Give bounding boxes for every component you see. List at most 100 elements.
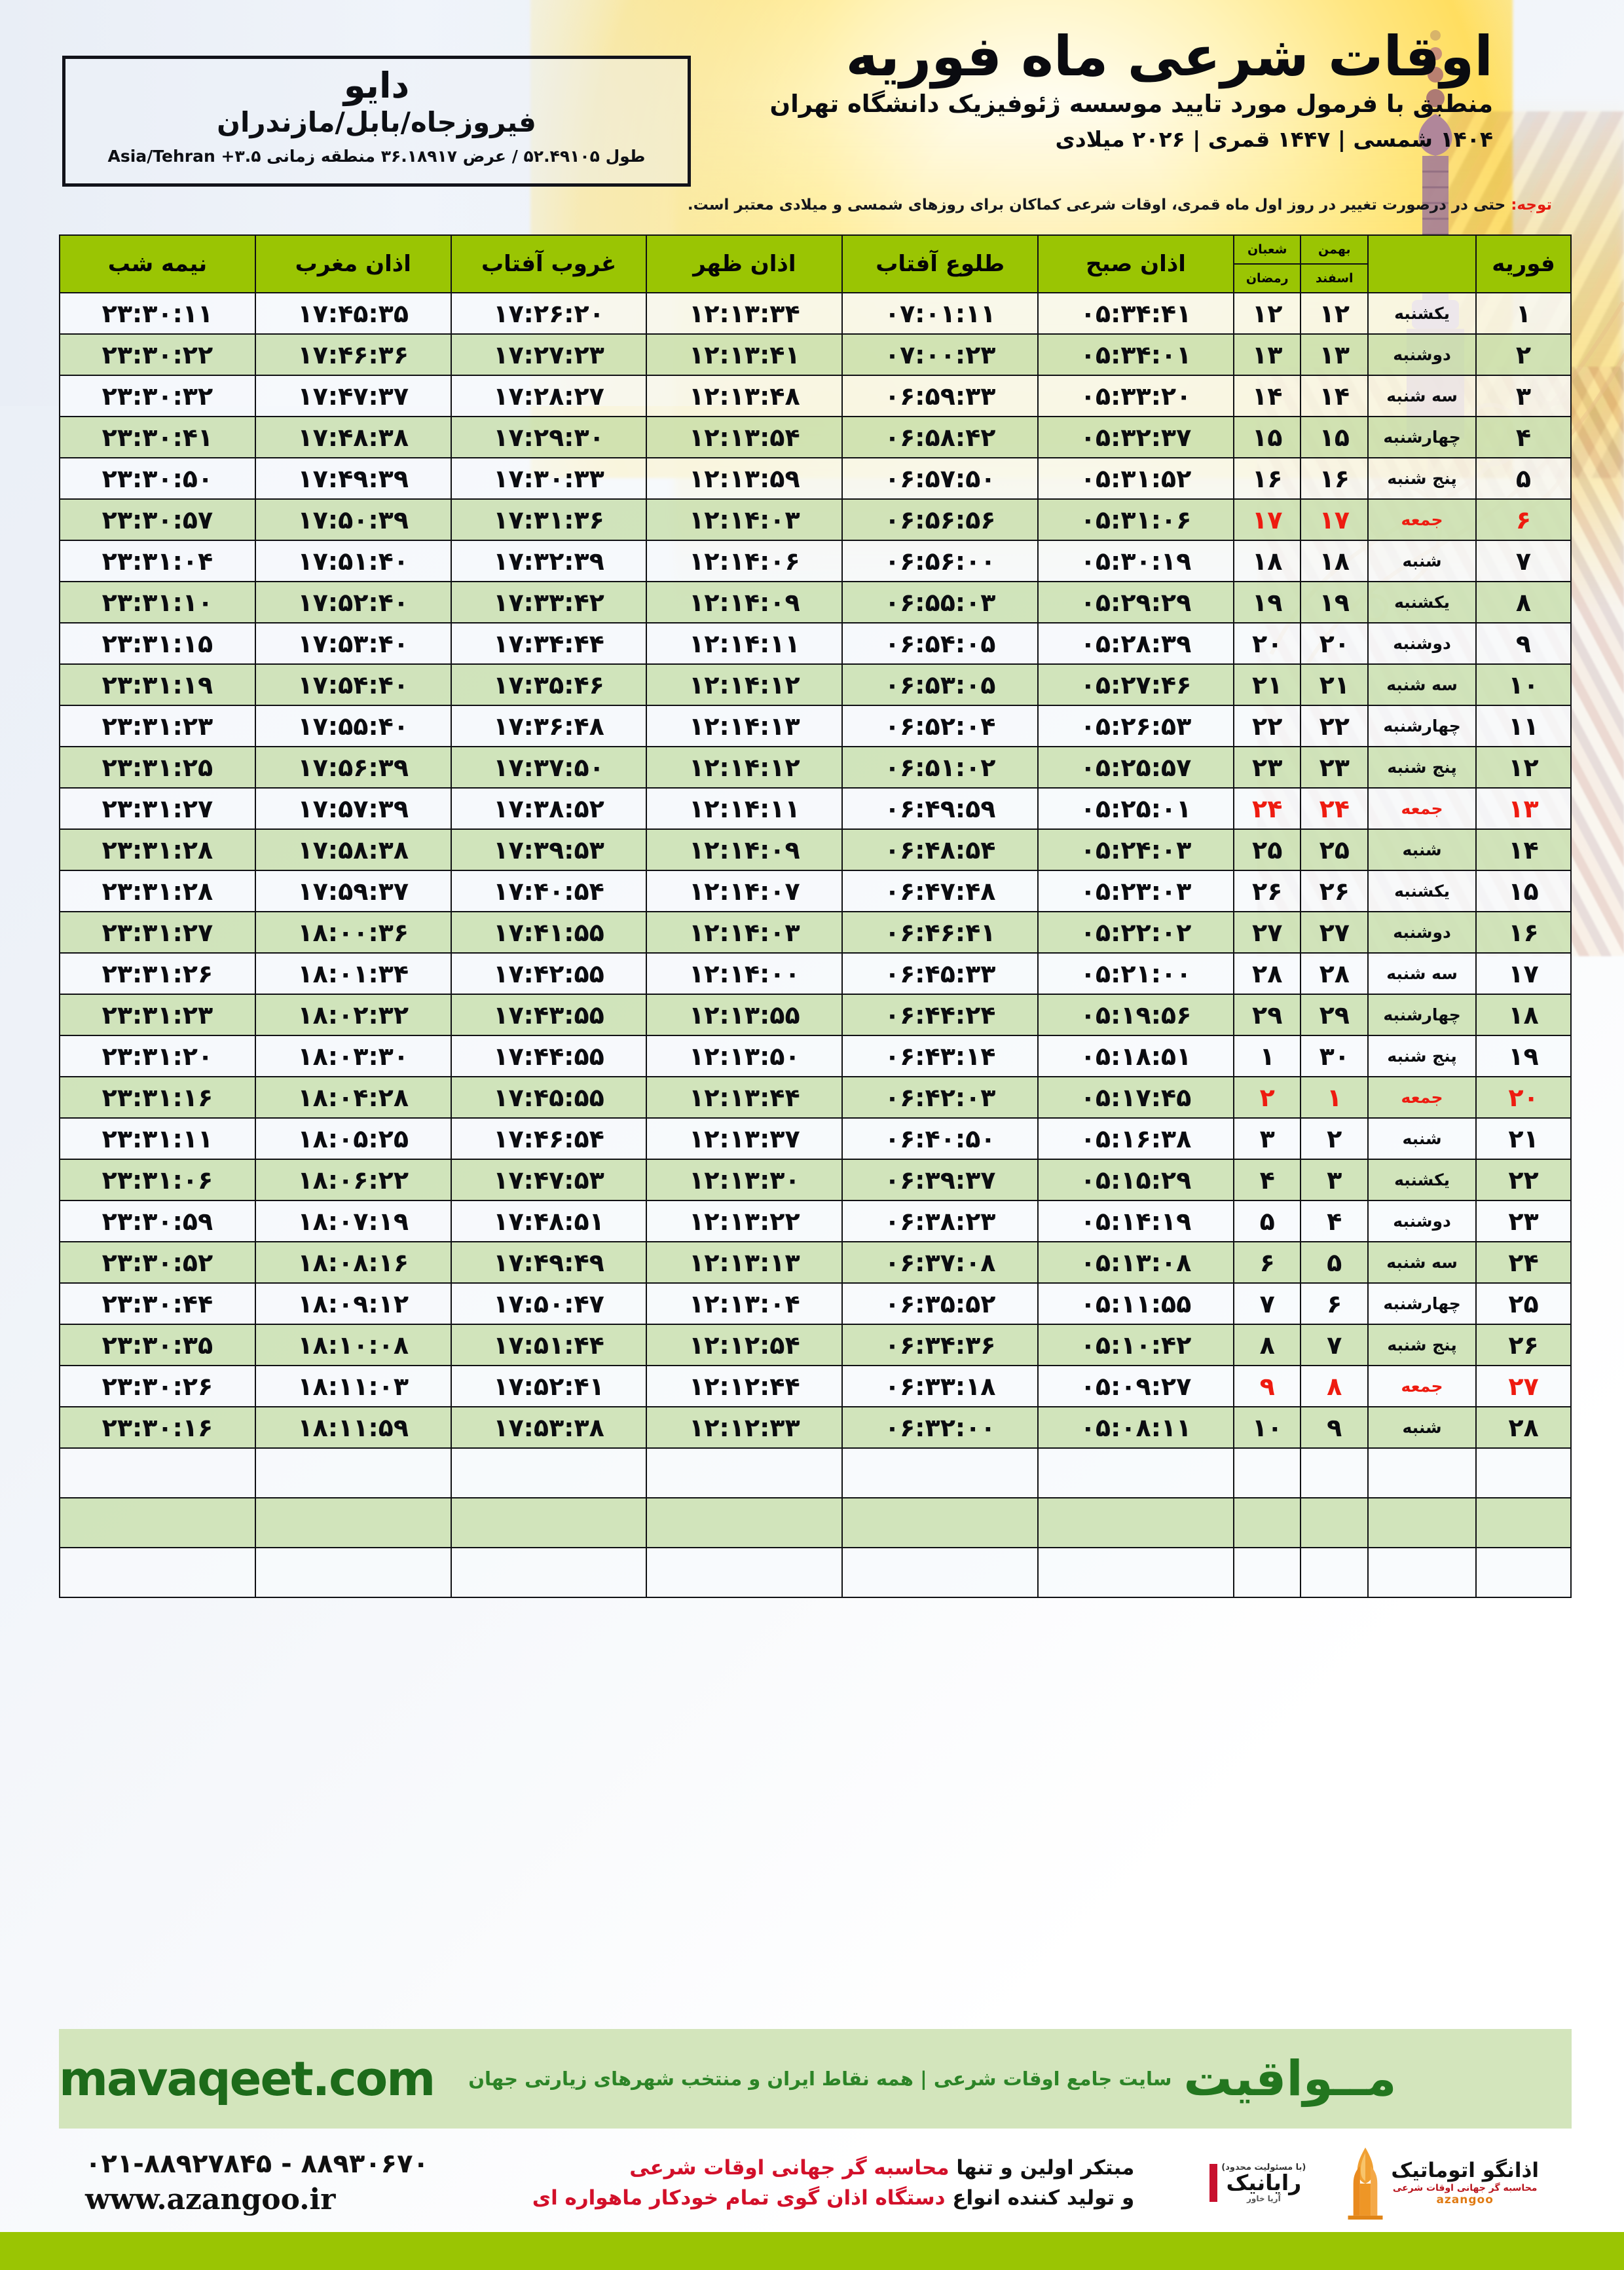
table-row: ۱۲ پنج شنبه ۲۳ ۲۳ ۰۵:۲۵:۵۷ ۰۶:۵۱:۰۲ ۱۲:۱۴:۱۲ ۱۷…: [59, 746, 1572, 789]
cell-february: ۱۳: [1475, 787, 1572, 830]
cell-solar-day: ۲۳: [1300, 746, 1369, 789]
cell-midnight: ۲۳:۳۰:۴۱: [59, 416, 256, 458]
cell-fajr: ۰۵:۰۸:۱۱: [1037, 1406, 1234, 1449]
table-row: ۱۳ جمعه ۲۴ ۲۴ ۰۵:۲۵:۰۱ ۰۶:۴۹:۵۹ ۱۲:۱۴:۱۱ ۱۷:۳۸:…: [59, 787, 1572, 830]
cell-lunar-day: ۲۴: [1232, 787, 1302, 830]
col-header-esfand: اسفند: [1315, 271, 1354, 286]
cell-february: ۱: [1475, 292, 1572, 335]
cell-weekday: پنج شنبه: [1367, 1035, 1477, 1077]
cell-fajr: ۰۵:۱۰:۴۲: [1037, 1324, 1234, 1366]
cell-empty: [1232, 1447, 1302, 1498]
cell-sunset: ۱۷:۵۳:۳۸: [450, 1406, 648, 1449]
cell-lunar-day: ۲۱: [1232, 663, 1302, 706]
cell-empty: [646, 1447, 843, 1498]
cell-sunrise: ۰۶:۴۴:۲۴: [841, 994, 1039, 1036]
table-row: ۲۶ پنج شنبه ۷ ۸ ۰۵:۱۰:۴۲ ۰۶:۳۴:۳۶ ۱۲:۱۲:۵۴ ۱۷:۵…: [59, 1324, 1572, 1366]
location-box: دایو فیروزجاه/بابل/مازندران طول ۵۲.۴۹۱۰۵…: [62, 56, 691, 187]
cell-february: ۲۲: [1475, 1159, 1572, 1201]
brand-website[interactable]: mavaqeet.com: [59, 2051, 435, 2106]
cell-solar-day: ۱۵: [1300, 416, 1369, 458]
note-text: توجه: حتی در درصورت تغییر در روز اول ماه…: [52, 196, 1552, 214]
table-body: ۱ یکشنبه ۱۲ ۱۲ ۰۵:۳۴:۴۱ ۰۷:۰۱:۱۱ ۱۲:۱۳:۳۴ ۱۷:۲۶…: [59, 292, 1572, 1598]
cell-solar-day: ۱۳: [1300, 333, 1369, 376]
cell-solar-day: ۲: [1300, 1117, 1369, 1160]
cell-weekday: جمعه: [1367, 498, 1477, 541]
cell-fajr: ۰۵:۲۱:۰۰: [1037, 952, 1234, 995]
cell-sunrise: ۰۶:۴۵:۳۳: [841, 952, 1039, 995]
cell-maghrib: ۱۸:۰۱:۳۴: [254, 952, 452, 995]
cell-empty: [59, 1497, 256, 1548]
cell-weekday: سه شنبه: [1367, 1241, 1477, 1284]
table-row: ۲۸ شنبه ۹ ۱۰ ۰۵:۰۸:۱۱ ۰۶:۳۲:۰۰ ۱۲:۱۲:۳۳ ۱۷:۵۳:۳…: [59, 1406, 1572, 1449]
cell-midnight: ۲۳:۳۰:۵۷: [59, 498, 256, 541]
cell-dhuhr: ۱۲:۱۴:۱۱: [646, 787, 843, 830]
cell-weekday: یکشنبه: [1367, 870, 1477, 912]
cell-lunar-day: ۱۳: [1232, 333, 1302, 376]
note-label: توجه:: [1511, 196, 1552, 214]
cell-dhuhr: ۱۲:۱۲:۳۳: [646, 1406, 843, 1449]
cell-weekday: دوشنبه: [1367, 911, 1477, 954]
cell-february: ۱۸: [1475, 994, 1572, 1036]
cell-sunset: ۱۷:۴۴:۵۵: [450, 1035, 648, 1077]
col-header-shaban: شعبان: [1234, 236, 1301, 265]
cell-february: ۲۶: [1475, 1324, 1572, 1366]
cell-sunset: ۱۷:۴۵:۵۵: [450, 1076, 648, 1119]
cell-maghrib: ۱۷:۴۷:۳۷: [254, 375, 452, 417]
cell-dhuhr: ۱۲:۱۴:۰۳: [646, 498, 843, 541]
cell-lunar-day: ۱: [1232, 1035, 1302, 1077]
cell-february: ۹: [1475, 622, 1572, 665]
cell-fajr: ۰۵:۳۴:۰۱: [1037, 333, 1234, 376]
contact-website[interactable]: www.azangoo.ir: [85, 2182, 336, 2216]
cell-maghrib: ۱۷:۵۶:۳۹: [254, 746, 452, 789]
cell-dhuhr: ۱۲:۱۳:۵۹: [646, 457, 843, 500]
cell-fajr: ۰۵:۳۲:۳۷: [1037, 416, 1234, 458]
cell-february: ۸: [1475, 581, 1572, 623]
cell-solar-day: ۲۷: [1300, 911, 1369, 954]
cell-sunrise: ۰۶:۵۶:۰۰: [841, 540, 1039, 582]
cell-dhuhr: ۱۲:۱۳:۲۲: [646, 1200, 843, 1242]
azangoo-latin: azangoo: [1436, 2193, 1494, 2207]
cell-lunar-day: ۱۸: [1232, 540, 1302, 582]
cell-february: ۱۷: [1475, 952, 1572, 995]
cell-maghrib: ۱۸:۰۵:۲۵: [254, 1117, 452, 1160]
cell-solar-day: ۱: [1300, 1076, 1369, 1119]
cell-sunrise: ۰۶:۳۹:۳۷: [841, 1159, 1039, 1201]
cell-lunar-day: ۱۹: [1232, 581, 1302, 623]
cell-weekday: سه شنبه: [1367, 952, 1477, 995]
cell-sunset: ۱۷:۵۱:۴۴: [450, 1324, 648, 1366]
cell-midnight: ۲۳:۳۰:۵۲: [59, 1241, 256, 1284]
cell-sunrise: ۰۶:۵۴:۰۵: [841, 622, 1039, 665]
cell-dhuhr: ۱۲:۱۴:۰۳: [646, 911, 843, 954]
cell-sunset: ۱۷:۳۱:۳۶: [450, 498, 648, 541]
cell-midnight: ۲۳:۳۱:۲۷: [59, 787, 256, 830]
cell-midnight: ۲۳:۳۱:۲۰: [59, 1035, 256, 1077]
company-slogan: مبتکر اولین و تنها محاسبه گر جهانی اوقات…: [532, 2153, 1135, 2214]
cell-sunset: ۱۷:۴۱:۵۵: [450, 911, 648, 954]
cell-sunrise: ۰۷:۰۱:۱۱: [841, 292, 1039, 335]
cell-dhuhr: ۱۲:۱۴:۰۹: [646, 828, 843, 871]
cell-lunar-day: ۴: [1232, 1159, 1302, 1201]
cell-dhuhr: ۱۲:۱۴:۱۲: [646, 663, 843, 706]
cell-dhuhr: ۱۲:۱۳:۳۷: [646, 1117, 843, 1160]
cell-maghrib: ۱۸:۱۱:۵۹: [254, 1406, 452, 1449]
cell-february: ۵: [1475, 457, 1572, 500]
cell-midnight: ۲۳:۳۱:۱۱: [59, 1117, 256, 1160]
cell-midnight: ۲۳:۳۱:۲۵: [59, 746, 256, 789]
rayaneek-wordmark: (با مسئولیت محدود) رایانیک آریا خاور: [1221, 2163, 1306, 2203]
col-header-dhuhr: اذان ظهر: [646, 234, 843, 293]
cell-weekday: یکشنبه: [1367, 1159, 1477, 1201]
cell-dhuhr: ۱۲:۱۳:۴۱: [646, 333, 843, 376]
cell-dhuhr: ۱۲:۱۳:۵۰: [646, 1035, 843, 1077]
table-row: ۴ چهارشنبه ۱۵ ۱۵ ۰۵:۳۲:۳۷ ۰۶:۵۸:۴۲ ۱۲:۱۳:۵۴ ۱۷:…: [59, 416, 1572, 458]
cell-fajr: ۰۵:۲۳:۰۳: [1037, 870, 1234, 912]
cell-maghrib: ۱۸:۰۹:۱۲: [254, 1282, 452, 1325]
col-header-bahman: بهمن: [1301, 236, 1368, 265]
cell-sunset: ۱۷:۳۰:۳۳: [450, 457, 648, 500]
cell-sunrise: ۰۶:۴۰:۵۰: [841, 1117, 1039, 1160]
cell-solar-day: ۱۶: [1300, 457, 1369, 500]
cell-lunar-day: ۵: [1232, 1200, 1302, 1242]
cell-fajr: ۰۵:۱۹:۵۶: [1037, 994, 1234, 1036]
table-row: ۳ سه شنبه ۱۴ ۱۴ ۰۵:۳۳:۲۰ ۰۶:۵۹:۳۳ ۱۲:۱۳:۴۸ ۱۷:۲…: [59, 375, 1572, 417]
brand-name-fa: مــواقیت: [1183, 2051, 1397, 2107]
cell-empty: [1037, 1497, 1234, 1548]
